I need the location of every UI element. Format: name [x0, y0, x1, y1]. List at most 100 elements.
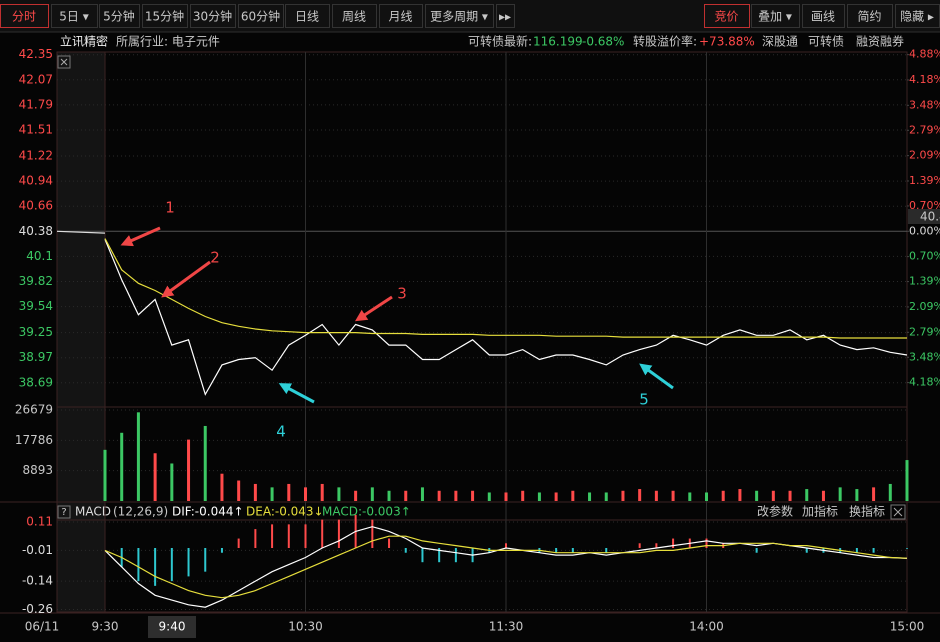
period-button[interactable]: [0, 4, 49, 28]
volume-bar: [905, 460, 909, 501]
time-label: 11:30: [489, 620, 524, 634]
period-button[interactable]: [496, 4, 515, 28]
annotation-label: 3: [397, 285, 407, 303]
price-tick-label: 40.94: [19, 174, 53, 188]
volume-bar: [370, 487, 374, 501]
dea-value: DEA:-0.043↓: [246, 505, 324, 519]
tool-label: 隐藏 ▸: [900, 10, 934, 24]
volume-bar: [872, 487, 876, 501]
volume-bar: [738, 489, 742, 501]
annotation-arrow: [120, 226, 161, 247]
period-button[interactable]: [425, 4, 494, 28]
volume-bar: [554, 492, 558, 501]
volume-bar: [521, 490, 525, 501]
macd-name: MACD: [75, 505, 111, 519]
tool-button[interactable]: [704, 4, 750, 28]
series-line: [104, 238, 907, 339]
period-button[interactable]: [285, 4, 330, 28]
percent-tick-label: 1.39%: [909, 174, 940, 187]
macd-value: MACD:-0.003↑: [322, 505, 411, 519]
volume-bar: [270, 487, 274, 501]
volume-bar: [304, 487, 307, 501]
volume-bar: [420, 487, 424, 501]
volume-tick-label: 8893: [22, 463, 53, 477]
annotation-arrow: [639, 363, 674, 390]
period-button[interactable]: [379, 4, 423, 28]
tool-button[interactable]: [847, 4, 893, 28]
volume-bar: [103, 449, 107, 501]
tool-button[interactable]: [802, 4, 845, 28]
indicator-tool[interactable]: 换指标: [849, 504, 885, 519]
tool-label: 简约: [857, 9, 881, 24]
cursor-time-box: [148, 616, 196, 638]
period-button[interactable]: [332, 4, 377, 28]
auction-area: [57, 52, 105, 612]
volume-bar: [654, 490, 658, 501]
volume-bar: [688, 492, 692, 501]
industry: 所属行业: 电子元件: [116, 35, 220, 49]
cursor-price-box: [908, 209, 940, 224]
info-link[interactable]: 深股通: [762, 35, 798, 49]
period-button[interactable]: [190, 4, 236, 28]
tool-button[interactable]: [751, 4, 800, 28]
stock-name: 立讯精密: [60, 34, 108, 49]
bond-label: 可转债最新:: [468, 34, 532, 49]
period-label: 更多周期 ▾: [430, 10, 488, 24]
annotation-arrow: [161, 260, 211, 298]
macd-tick-label: -0.01: [22, 543, 53, 557]
price-tick-label: 42.07: [19, 72, 53, 86]
auction-line: [56, 230, 106, 234]
help-box[interactable]: [57, 505, 71, 519]
volume-bar: [287, 483, 291, 501]
indicator-tool[interactable]: 加指标: [802, 504, 838, 519]
volume-bar: [788, 490, 792, 501]
volume-bar: [721, 490, 725, 501]
price-tick-label: 38.97: [19, 350, 53, 364]
volume-bar: [888, 483, 892, 501]
period-button[interactable]: [238, 4, 284, 28]
annotation-label: 4: [276, 423, 286, 441]
volume-bar: [320, 483, 324, 501]
annotation-label: 5: [639, 391, 649, 409]
volume-bar: [136, 412, 140, 501]
period-label: 分时: [12, 10, 36, 24]
volume-tick-label: 17786: [15, 433, 53, 447]
period-button[interactable]: [142, 4, 188, 28]
indicator-tool[interactable]: 改参数: [757, 504, 793, 519]
volume-bar: [537, 492, 541, 501]
date-label: 06/11: [25, 620, 60, 634]
premium-label: 转股溢价率:: [633, 34, 697, 49]
info-link[interactable]: 可转债: [808, 34, 844, 49]
volume-bar: [621, 490, 625, 501]
annotation-arrow: [278, 383, 315, 404]
annotation-label: 1: [165, 199, 175, 217]
period-button[interactable]: [99, 4, 140, 28]
period-label: 60分钟: [241, 9, 280, 24]
price-tick-label: 39.54: [19, 299, 53, 313]
period-label: 5分钟: [103, 9, 135, 24]
volume-bar: [805, 489, 809, 501]
volume-bar: [253, 483, 257, 501]
volume-bar: [671, 490, 675, 501]
percent-tick-label: 0.70%: [909, 199, 940, 212]
cursor-time: 9:40: [159, 620, 186, 634]
percent-tick-label: 2.09%: [909, 149, 940, 162]
close-box[interactable]: [57, 55, 71, 69]
volume-bar: [170, 463, 174, 501]
volume-bar: [504, 492, 508, 501]
volume-bar: [705, 492, 708, 501]
volume-bar: [437, 490, 441, 501]
tool-label: 画线: [811, 10, 835, 24]
annotation-label: 2: [210, 249, 220, 267]
volume-bar: [404, 490, 408, 501]
info-link[interactable]: 融资融券: [856, 34, 904, 49]
close-indicator-box[interactable]: [890, 504, 906, 520]
cursor-price: 40.4: [920, 210, 940, 224]
macd-params: (12,26,9): [113, 505, 168, 519]
premium: +73.88%: [699, 35, 755, 49]
period-label: 30分钟: [193, 9, 232, 24]
price-tick-label: 41.22: [19, 148, 53, 162]
period-button[interactable]: [51, 4, 98, 28]
series-line: [104, 535, 908, 599]
